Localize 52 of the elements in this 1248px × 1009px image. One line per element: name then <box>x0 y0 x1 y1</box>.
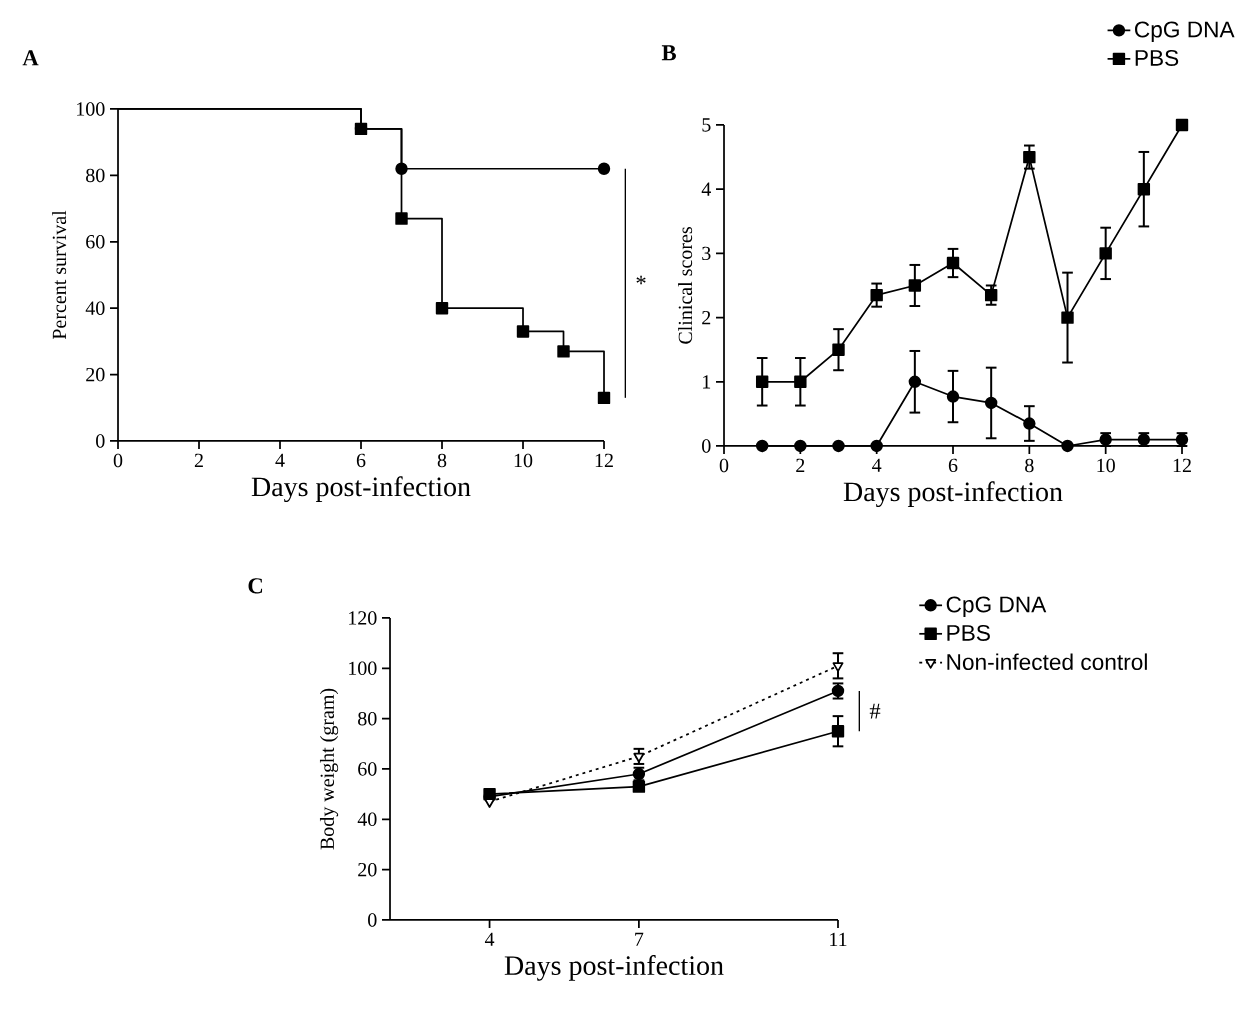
y-tick-label: 80 <box>358 711 377 726</box>
x-tick-label: 7 <box>635 932 644 946</box>
x-tick-label: 4 <box>484 932 495 946</box>
y-tick-label: 3 <box>702 246 711 261</box>
y-tick-label: 0 <box>368 913 377 927</box>
x-tick-label: 11 <box>830 932 847 946</box>
x-axis-title: Days post-infection <box>504 955 724 981</box>
y-tick-label: 100 <box>349 661 377 676</box>
y-tick-label: 80 <box>86 168 105 183</box>
y-tick-label: 40 <box>357 812 377 827</box>
y-tick-label: 4 <box>701 182 711 196</box>
x-tick-label: 8 <box>437 453 447 468</box>
x-axis-title: Days post-infection <box>843 481 1063 508</box>
chart-title: A <box>22 50 39 66</box>
x-tick-label: 12 <box>595 453 613 467</box>
chart-title: B <box>661 45 676 61</box>
y-axis-title: Percent survival <box>52 210 67 340</box>
y-tick-label: 1 <box>703 375 711 389</box>
y-tick-label: 60 <box>358 762 377 776</box>
y-tick-label: 2 <box>702 310 711 325</box>
y-axis-title: Body weight (gram) <box>319 688 339 850</box>
chart-title: C <box>248 578 263 594</box>
y-tick-label: 60 <box>86 235 105 249</box>
x-tick-label: 4 <box>872 458 882 472</box>
y-tick-label: 120 <box>349 611 377 625</box>
x-tick-label: 6 <box>948 458 958 473</box>
legend-label: CpG DNA <box>946 596 1047 617</box>
x-tick-label: 2 <box>796 458 805 472</box>
y-tick-label: 100 <box>77 102 105 116</box>
legend-label: CpG DNA <box>1135 21 1235 42</box>
legend-label: Non-infected control <box>947 653 1147 671</box>
y-tick-label: 40 <box>85 301 105 315</box>
x-tick-label: 12 <box>1173 458 1191 472</box>
y-axis-title: Clinical scores <box>678 227 693 344</box>
y-tick-label: 0 <box>702 439 711 453</box>
y-tick-label: 0 <box>96 434 105 448</box>
x-tick-label: 6 <box>356 453 366 468</box>
text: # <box>869 703 881 719</box>
x-axis-title: Days post-infection <box>251 476 471 503</box>
y-tick-label: 20 <box>358 862 377 877</box>
y-tick-label: 5 <box>702 118 711 132</box>
x-tick-label: 0 <box>719 458 729 473</box>
y-tick-label: 20 <box>86 367 105 382</box>
legend-label: PBS <box>1135 49 1179 66</box>
x-tick-label: 0 <box>113 453 123 468</box>
x-tick-label: 10 <box>514 453 533 468</box>
x-tick-label: 8 <box>1025 458 1034 473</box>
text: * <box>636 275 646 285</box>
x-tick-label: 4 <box>275 453 285 467</box>
legend-label: PBS <box>947 624 990 641</box>
x-tick-label: 2 <box>194 453 203 467</box>
x-tick-label: 10 <box>1097 458 1115 473</box>
